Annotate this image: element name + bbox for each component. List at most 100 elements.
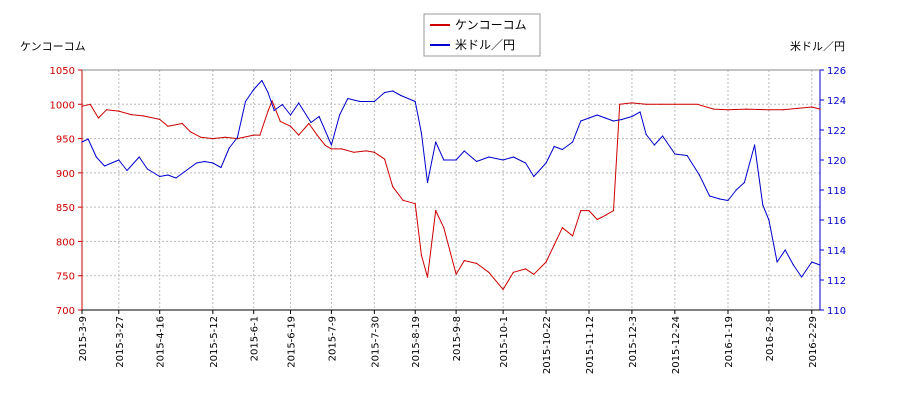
- series-point-1: [553, 145, 555, 148]
- right-tick-label: 110: [827, 306, 846, 317]
- series-point-0: [443, 227, 445, 229]
- right-axis-title: 米ドル／円: [790, 40, 845, 53]
- x-tick-label: 2016-1-19: [724, 316, 735, 368]
- series-point-1: [735, 189, 737, 191]
- series-point-1: [204, 160, 206, 163]
- series-point-0: [105, 109, 108, 111]
- series-point-1: [81, 141, 83, 143]
- series-point-1: [212, 162, 214, 164]
- x-tick-label: 2015-12-24: [671, 316, 682, 374]
- legend: ケンコーコム 米ドル／円: [423, 13, 541, 57]
- series-point-0: [659, 103, 662, 105]
- series-point-1: [195, 162, 198, 164]
- series-point-0: [259, 134, 261, 136]
- series-point-0: [488, 271, 490, 273]
- series-point-1: [596, 114, 598, 116]
- left-tick-label: 800: [56, 237, 75, 248]
- right-tick-label: 120: [827, 156, 846, 167]
- series-point-0: [612, 210, 615, 212]
- x-tick-label: 2016-2-8: [765, 316, 776, 361]
- series-point-1: [545, 162, 547, 164]
- series-point-0: [811, 106, 813, 108]
- series-point-1: [709, 195, 711, 197]
- axes: 700 750 800 850 900 950 1000 1050 110 112 114 116 11…: [50, 66, 847, 374]
- series-point-0: [713, 108, 715, 110]
- series-point-0: [745, 108, 748, 110]
- series-point-0: [674, 103, 676, 105]
- series-point-1: [533, 175, 535, 178]
- series-point-1: [273, 109, 275, 112]
- series-point-0: [365, 150, 367, 152]
- series: [81, 79, 821, 290]
- series-point-1: [95, 156, 97, 158]
- series-point-0: [426, 276, 429, 278]
- series-point-0: [476, 262, 478, 264]
- series-point-0: [420, 254, 422, 256]
- series-point-0: [796, 107, 799, 109]
- x-tick-label: 2015-8-19: [411, 316, 422, 368]
- series-point-1: [347, 97, 349, 100]
- series-point-1: [631, 115, 633, 118]
- series-point-1: [103, 165, 106, 167]
- series-point-0: [298, 134, 300, 136]
- left-tick-label: 700: [56, 306, 75, 317]
- series-point-0: [159, 118, 161, 120]
- left-tick-label: 950: [56, 135, 75, 146]
- series-point-1: [525, 162, 527, 164]
- x-tick-label: 2015-12-3: [628, 316, 639, 368]
- series-point-1: [236, 136, 238, 139]
- series-point-1: [87, 138, 89, 140]
- series-point-1: [743, 181, 746, 184]
- series-point-0: [512, 271, 515, 273]
- series-point-0: [580, 210, 582, 212]
- series-point-1: [561, 148, 564, 151]
- series-point-0: [118, 110, 120, 112]
- series-point-1: [662, 135, 664, 137]
- series-point-1: [267, 91, 269, 94]
- series-point-0: [392, 186, 394, 188]
- series-point-1: [580, 120, 582, 122]
- series-point-1: [455, 159, 457, 161]
- series-point-1: [612, 120, 615, 122]
- series-point-0: [768, 109, 770, 111]
- series-point-1: [220, 166, 222, 169]
- series-point-1: [253, 88, 255, 91]
- right-tick-label: 112: [827, 276, 846, 287]
- series-point-0: [402, 199, 404, 201]
- series-point-1: [400, 94, 402, 97]
- series-point-0: [308, 122, 310, 125]
- series-point-1: [339, 114, 341, 116]
- series-point-1: [244, 100, 247, 103]
- series-point-0: [645, 103, 647, 105]
- series-point-1: [228, 147, 230, 149]
- series-point-0: [324, 144, 326, 146]
- series-point-1: [811, 261, 813, 263]
- series-point-1: [686, 154, 688, 157]
- series-point-1: [420, 132, 422, 134]
- legend-label-kenko: ケンコーコム: [455, 18, 527, 32]
- right-tick-label: 118: [827, 186, 846, 197]
- series-point-1: [727, 199, 729, 202]
- series-point-1: [476, 160, 478, 163]
- series-point-0: [588, 210, 590, 212]
- series-point-0: [819, 108, 821, 110]
- series-point-1: [463, 150, 465, 152]
- series-point-0: [502, 288, 504, 290]
- series-point-0: [253, 134, 255, 136]
- series-point-1: [792, 264, 795, 266]
- series-point-1: [359, 100, 361, 103]
- series-point-1: [330, 144, 332, 146]
- x-tick-label: 2015-7-9: [327, 316, 338, 361]
- x-tick-label: 2015-3-27: [115, 316, 126, 368]
- series-point-0: [89, 103, 91, 105]
- series-point-1: [819, 264, 821, 266]
- series-point-0: [414, 203, 416, 205]
- x-tick-label: 2015-6-19: [287, 316, 298, 368]
- series-point-0: [455, 273, 457, 275]
- legend-label-usdjpy: 米ドル／円: [455, 38, 515, 52]
- series-point-0: [619, 103, 621, 105]
- series-point-0: [572, 235, 574, 237]
- grid: [81, 69, 820, 311]
- series-point-1: [604, 117, 606, 119]
- series-point-0: [604, 214, 606, 216]
